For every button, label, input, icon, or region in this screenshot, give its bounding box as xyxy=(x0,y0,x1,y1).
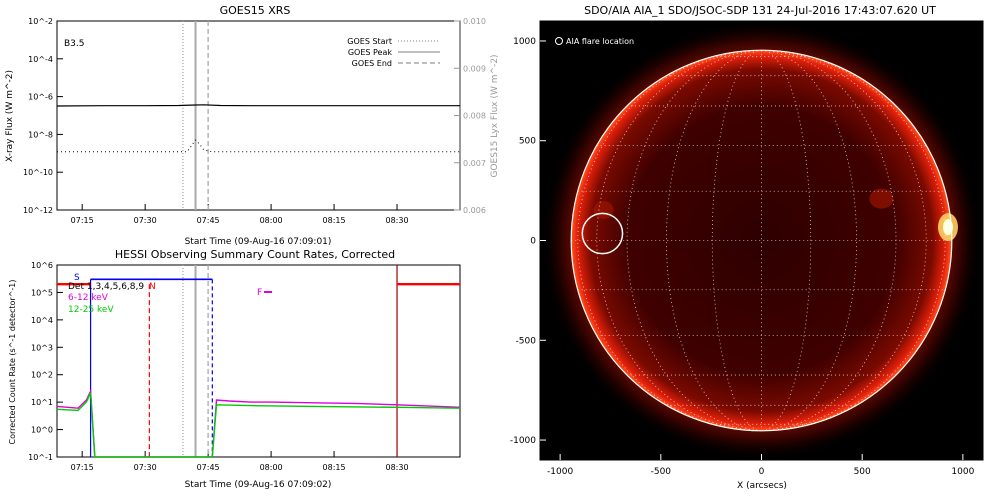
active-region xyxy=(869,188,894,209)
hessi-flag-label: F xyxy=(257,288,262,298)
hessi-intervals xyxy=(57,278,460,457)
goes-x-tick-label: 07:30 xyxy=(134,216,157,225)
goes-y-tick-label: 10^-12 xyxy=(23,206,53,215)
grid-longitude-line xyxy=(761,50,812,431)
goes-legend-label: GOES Start xyxy=(347,37,392,46)
aia-x-ticks: -1000 -500 0 500 1000 xyxy=(547,454,975,477)
goes-xlabel: Start Time (09-Aug-16 07:09:01) xyxy=(185,237,332,247)
goes-y-tick-label: 10^-8 xyxy=(28,130,53,139)
grid-longitude-line xyxy=(596,50,762,431)
hessi-y-tick-label: 10^2 xyxy=(31,371,53,380)
hessi-series-high-energy xyxy=(56,392,461,458)
aia-y-tick-label: 0 xyxy=(530,237,536,247)
hessi-ylabel: Corrected Count Rate (s^-1 detector^-1) xyxy=(8,279,17,444)
goes-x-tick-label: 08:15 xyxy=(323,216,346,225)
grid-longitude-line xyxy=(577,50,762,431)
aia-x-tick-label: -500 xyxy=(651,467,672,477)
hessi-y-ticks: 10^6 10^5 10^4 10^3 10^2 10^1 10^0 10^-1 xyxy=(28,261,63,462)
goes-title: GOES15 XRS xyxy=(220,4,291,17)
goes-x-tick-label: 08:00 xyxy=(260,216,283,225)
hessi-x-tick-label: 07:30 xyxy=(134,463,157,472)
aia-x-tick-label: -1000 xyxy=(547,467,573,477)
aia-title: SDO/AIA AIA_1 SDO/JSOC-SDP 131 24-Jul-20… xyxy=(584,4,936,17)
hessi-y-tick-label: 10^1 xyxy=(31,398,53,407)
goes-ylabel-right: GOES15 Lyx Flux (W m^-2) xyxy=(490,54,500,177)
goes-right-y-ticks: 0.010 0.009 0.008 0.007 0.006 xyxy=(454,17,486,215)
goes-right-y-tick-label: 0.006 xyxy=(463,206,486,215)
hessi-night-label: N xyxy=(149,282,156,292)
hessi-x-tick-label: 08:15 xyxy=(323,463,346,472)
hessi-event-markers xyxy=(148,265,398,457)
goes-flux-series xyxy=(56,104,460,153)
hessi-series-low-energy xyxy=(56,388,461,458)
hessi-y-tick-label: 10^-1 xyxy=(28,453,53,462)
goes-right-y-tick-label: 0.010 xyxy=(463,17,486,26)
hessi-y-tick-label: 10^6 xyxy=(31,261,53,270)
hessi-y-tick-label: 10^4 xyxy=(31,316,53,325)
hessi-title: HESSI Observing Summary Count Rates, Cor… xyxy=(115,248,395,261)
hessi-count-series xyxy=(56,388,461,458)
goes-plot-frame xyxy=(56,20,461,211)
goes-x-tick-label: 07:45 xyxy=(197,216,220,225)
aia-y-tick-label: 500 xyxy=(519,137,536,147)
hessi-detector-label: Det 1,3,4,5,6,8,9 xyxy=(68,282,144,292)
goes-right-y-tick-label: 0.008 xyxy=(463,112,486,121)
hessi-x-ticks: 07:15 07:30 07:45 08:00 08:15 08:30 xyxy=(71,451,409,472)
goes-series-long xyxy=(56,104,460,107)
hessi-band1-label: 6-12 keV xyxy=(68,293,109,303)
grid-longitude-line xyxy=(761,50,946,431)
aia-legend-marker-icon xyxy=(555,37,563,45)
aia-x-tick-label: 1000 xyxy=(951,467,974,477)
grid-longitude-line xyxy=(626,50,762,431)
grid-longitude-line xyxy=(711,50,762,431)
aia-flare-location-circle xyxy=(581,212,624,255)
goes-y-tick-label: 10^-6 xyxy=(28,93,53,102)
hessi-x-tick-label: 08:30 xyxy=(386,463,409,472)
goes-event-markers xyxy=(182,21,209,210)
goes-y-ticks: 10^-2 10^-4 10^-6 10^-8 10^-10 10^-12 xyxy=(23,17,63,215)
aia-y-tick-label: -500 xyxy=(516,336,537,346)
hessi-plot-frame xyxy=(56,264,461,458)
goes-x-ticks: 07:15 07:30 07:45 08:00 08:15 08:30 xyxy=(71,204,409,225)
goes-class-label: B3.5 xyxy=(64,39,85,49)
hessi-y-tick-label: 10^5 xyxy=(31,288,53,297)
hessi-xlabel: Start Time (09-Aug-16 07:09:02) xyxy=(185,480,332,490)
goes-legend-label: GOES End xyxy=(352,59,392,68)
goes-ylabel: X-ray Flux (W m^-2) xyxy=(5,70,15,162)
goes-right-y-tick-label: 0.009 xyxy=(463,64,486,73)
goes-y-tick-label: 10^-2 xyxy=(28,17,53,26)
goes-panel: GOES15 XRS 10^-210^-410^-610^-810^-1010^… xyxy=(5,4,500,247)
heliographic-grid xyxy=(571,50,952,431)
hessi-x-tick-label: 07:45 xyxy=(197,463,220,472)
aia-panel: SDO/AIA AIA_1 SDO/JSOC-SDP 131 24-Jul-20… xyxy=(510,4,984,491)
goes-legend-label: GOES Peak xyxy=(348,48,393,57)
aia-x-tick-label: 0 xyxy=(759,467,765,477)
goes-y-tick-label: 10^-4 xyxy=(28,55,53,64)
solar-limb-outline xyxy=(570,49,953,432)
active-region xyxy=(593,201,614,220)
goes-x-tick-label: 08:30 xyxy=(386,216,409,225)
aia-x-tick-label: 500 xyxy=(854,467,871,477)
hessi-y-tick-label: 10^0 xyxy=(31,426,53,435)
hessi-band2-label: 12-25 keV xyxy=(68,305,114,315)
aia-y-ticks: 1000 500 0 -500 -1000 xyxy=(510,37,546,446)
goes-legend: GOES Start GOES Peak GOES End xyxy=(347,37,440,68)
aia-flare-label: AIA flare location xyxy=(566,37,634,46)
hessi-x-tick-label: 08:00 xyxy=(260,463,283,472)
grid-longitude-line xyxy=(761,50,897,431)
hessi-x-tick-label: 07:15 xyxy=(71,463,94,472)
hessi-y-tick-label: 10^3 xyxy=(31,343,53,352)
aia-y-tick-label: -1000 xyxy=(510,436,536,446)
goes-y-tick-label: 10^-10 xyxy=(23,168,53,177)
goes-x-tick-label: 07:15 xyxy=(71,216,94,225)
aia-xlabel: X (arcsecs) xyxy=(737,481,787,491)
goes-right-y-tick-label: 0.007 xyxy=(463,159,486,168)
hessi-saa-label: S xyxy=(74,273,80,283)
grid-longitude-line xyxy=(761,50,927,431)
solar-disk xyxy=(571,50,952,431)
goes-series-short xyxy=(57,139,460,153)
aia-y-tick-label: 1000 xyxy=(513,37,536,47)
hessi-panel: HESSI Observing Summary Count Rates, Cor… xyxy=(8,248,461,490)
